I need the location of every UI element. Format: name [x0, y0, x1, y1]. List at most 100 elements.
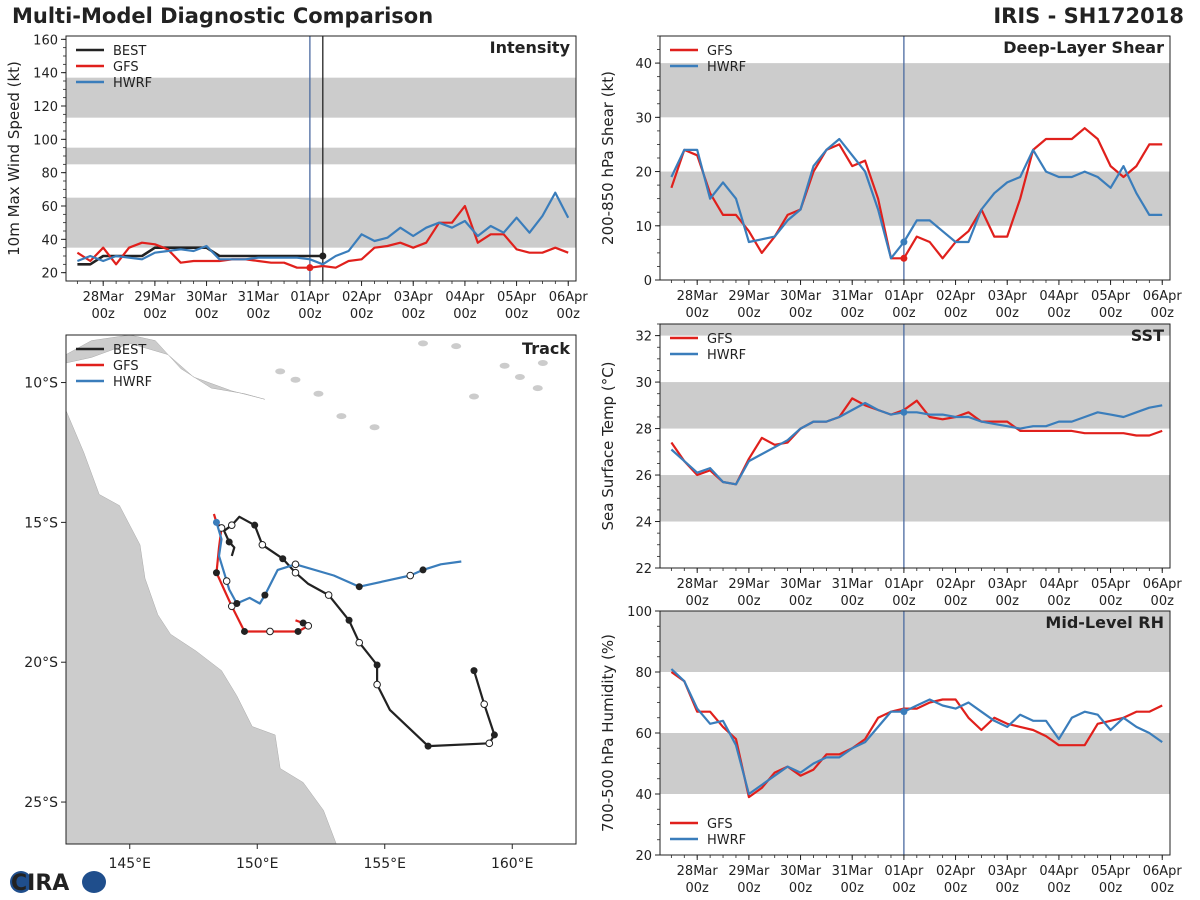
- x-tick-label: 01Apr: [884, 864, 924, 879]
- x-tick-sublabel: 00z: [789, 881, 813, 896]
- series-marker: [900, 238, 908, 246]
- track-map: 145°E 150°E 155°E 160°E 10°S 15°S 20°S 25°S Trac…: [24, 334, 577, 872]
- land-mass: [65, 410, 337, 845]
- legend-label: HWRF: [707, 348, 746, 363]
- track-point-open: [291, 568, 300, 577]
- track-point: [279, 555, 287, 563]
- series-marker: [900, 254, 908, 262]
- map-frame: [65, 334, 577, 845]
- x-tick-label: 01Apr: [290, 290, 330, 305]
- y-tick-label: 28: [635, 423, 652, 438]
- x-tick-label: 30Mar: [780, 577, 822, 592]
- x-tick-label: 29Mar: [728, 289, 770, 304]
- shaded-band: [660, 324, 1170, 336]
- x-tick-sublabel: 00z: [944, 306, 968, 321]
- track-line-hwrf: [215, 522, 462, 605]
- series-line-hwrf: [77, 191, 570, 266]
- x-tick-label: 31Mar: [832, 289, 874, 304]
- y-axis-label: Sea Surface Temp (°C): [599, 361, 617, 530]
- x-tick-label: 150°E: [236, 856, 279, 872]
- track-point: [419, 566, 427, 574]
- track-point-open: [227, 521, 236, 529]
- x-tick-label: 05Apr: [1091, 577, 1131, 592]
- legend-label: HWRF: [707, 833, 746, 848]
- x-tick-label: 28Mar: [83, 290, 125, 305]
- x-tick-sublabel: 00z: [841, 881, 865, 896]
- x-tick-label: 30Mar: [186, 290, 228, 305]
- x-tick-label: 04Apr: [1039, 577, 1079, 592]
- shaded-band: [660, 611, 1170, 672]
- y-tick-label: 15°S: [24, 515, 58, 531]
- x-tick-sublabel: 00z: [1047, 594, 1071, 609]
- x-tick-label: 06Apr: [1143, 577, 1183, 592]
- shaded-band: [66, 147, 576, 165]
- x-tick-label: 29Mar: [728, 864, 770, 879]
- x-tick-sublabel: 00z: [1099, 881, 1123, 896]
- x-tick-sublabel: 00z: [737, 594, 761, 609]
- y-tick-label: 20°S: [24, 655, 58, 671]
- x-tick-label: 05Apr: [1091, 289, 1131, 304]
- logo-text: CIRA: [11, 871, 69, 896]
- y-tick-label: 140: [33, 67, 58, 82]
- x-tick-sublabel: 00z: [143, 307, 167, 322]
- x-tick-sublabel: 00z: [1099, 306, 1123, 321]
- x-tick-label: 31Mar: [832, 577, 874, 592]
- x-tick-sublabel: 00z: [1047, 306, 1071, 321]
- x-tick-sublabel: 00z: [505, 307, 529, 322]
- plot-frame: [659, 610, 1171, 856]
- y-tick-label: 32: [635, 330, 652, 345]
- x-tick-sublabel: 00z: [453, 307, 477, 322]
- x-tick-label: 145°E: [108, 856, 151, 872]
- page-title: Multi-Model Diagnostic Comparison: [12, 4, 434, 28]
- x-tick-sublabel: 00z: [841, 306, 865, 321]
- x-tick-sublabel: 00z: [789, 306, 813, 321]
- x-tick-sublabel: 00z: [892, 306, 916, 321]
- x-tick-sublabel: 00z: [686, 594, 710, 609]
- x-tick-label: 06Apr: [549, 290, 589, 305]
- track-point-open: [406, 571, 415, 580]
- legend-label: GFS: [113, 60, 139, 75]
- plot-frame: [65, 35, 577, 282]
- x-tick-label: 04Apr: [445, 290, 485, 305]
- seal-icon: [82, 871, 106, 893]
- storm-id: IRIS - SH172018: [993, 4, 1184, 28]
- x-tick-sublabel: 00z: [92, 307, 116, 322]
- y-tick-label: 100: [627, 605, 652, 620]
- track-point: [212, 518, 220, 526]
- plot-frame: [659, 323, 1171, 569]
- cira-logo: CIRA: [10, 871, 106, 896]
- x-tick-sublabel: 00z: [789, 594, 813, 609]
- legend-label: HWRF: [707, 60, 746, 75]
- shaded-band: [660, 63, 1170, 118]
- x-tick-label: 04Apr: [1039, 864, 1079, 879]
- track-point: [212, 569, 220, 577]
- y-tick-label: 160: [33, 33, 58, 48]
- y-tick-label: 10: [635, 220, 652, 235]
- track-point-open: [324, 591, 333, 599]
- x-tick-sublabel: 00z: [557, 307, 581, 322]
- x-tick-sublabel: 00z: [1047, 881, 1071, 896]
- island: [418, 340, 428, 347]
- y-tick-label: 40: [41, 233, 58, 248]
- x-tick-label: 160°E: [491, 856, 534, 872]
- y-axis-label: 700-500 hPa Humidity (%): [599, 634, 617, 832]
- track-point: [373, 661, 381, 669]
- legend-label: GFS: [707, 817, 733, 832]
- track-point-open: [291, 560, 300, 569]
- x-tick-sublabel: 00z: [247, 307, 271, 322]
- track-point-open: [258, 540, 267, 549]
- x-tick-sublabel: 00z: [944, 881, 968, 896]
- series-marker: [900, 708, 908, 716]
- legend-label: GFS: [113, 359, 139, 374]
- series-line-hwrf: [670, 668, 1163, 796]
- legend-label: GFS: [707, 332, 733, 347]
- series-line-gfs: [670, 127, 1163, 260]
- y-tick-label: 25°S: [24, 795, 58, 811]
- x-tick-sublabel: 00z: [737, 306, 761, 321]
- track-point-open: [373, 680, 381, 689]
- x-tick-sublabel: 00z: [996, 594, 1020, 609]
- x-tick-label: 29Mar: [728, 577, 770, 592]
- x-tick-sublabel: 00z: [1151, 881, 1175, 896]
- legend-label: HWRF: [113, 375, 152, 390]
- track-point: [241, 627, 248, 635]
